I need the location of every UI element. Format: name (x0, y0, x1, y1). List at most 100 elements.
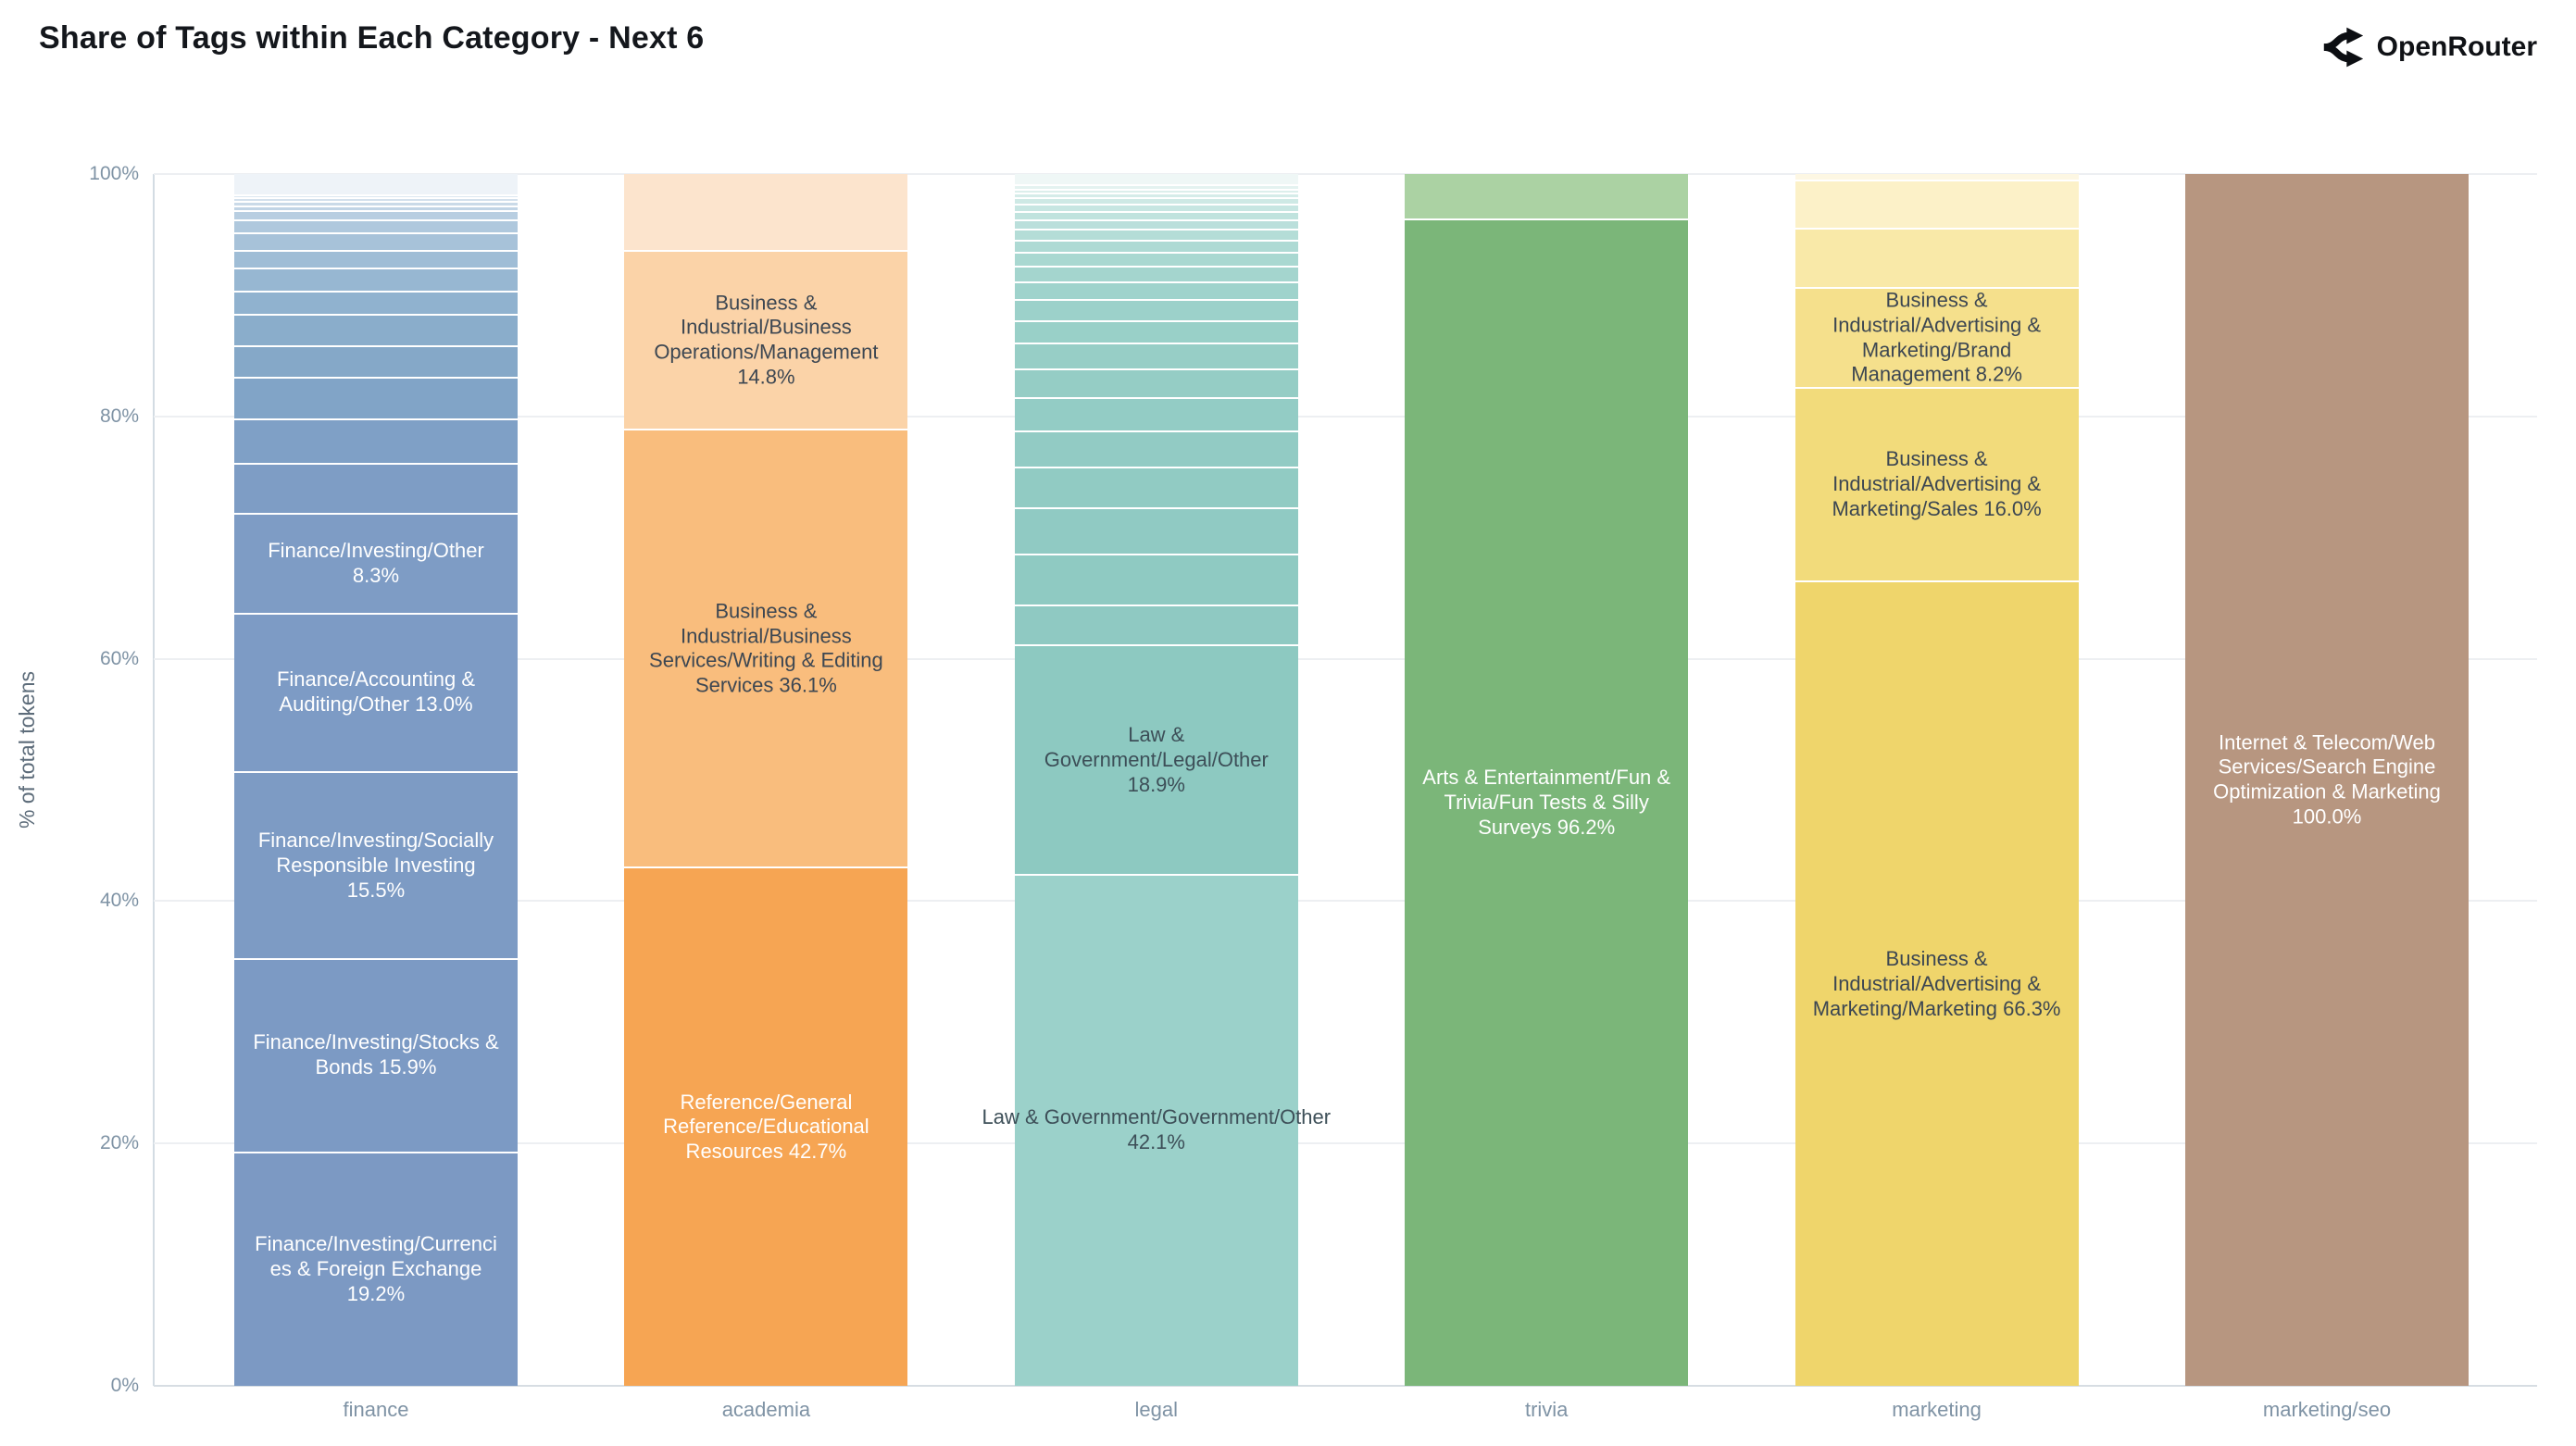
bar-segment-unlabeled[interactable] (1014, 509, 1298, 556)
bar-segment[interactable]: Law & Government/Government/Other 42.1% (982, 875, 1331, 1386)
bar-segment-unlabeled[interactable] (1014, 231, 1298, 243)
bar-segment-unlabeled[interactable] (1014, 174, 1298, 187)
x-category-label-trivia: trivia (1524, 1398, 1569, 1421)
bar-segment-unlabeled[interactable] (1014, 431, 1298, 468)
bar-segment-unlabeled[interactable] (1014, 301, 1298, 322)
bar-segment-unlabeled[interactable] (1014, 206, 1298, 213)
y-tick-label: 0% (110, 1375, 139, 1396)
bar-finance: Finance/Investing/Other 8.3% Finance/Acco… (234, 174, 518, 1386)
bar-segment-unlabeled[interactable] (234, 234, 518, 252)
bar-segment-unlabeled[interactable] (1014, 369, 1298, 400)
bar-segment-unlabeled[interactable] (234, 379, 518, 420)
segment-label: Finance/Investing/Stocks & Bonds 15.9% (253, 1030, 499, 1079)
bar-segment-unlabeled[interactable] (234, 347, 518, 380)
bar-marketing: Business & Industrial/Advertising & Mark… (1794, 174, 2079, 1386)
segment-label: Finance/Investing/Currencies & Foreign E… (255, 1231, 497, 1305)
gridline-0 (154, 1385, 2537, 1387)
bar-segment-unlabeled[interactable] (234, 174, 518, 196)
y-tick-label: 100% (89, 163, 139, 184)
bar-segment-unlabeled[interactable] (1014, 190, 1298, 195)
y-tick-label: 60% (99, 647, 139, 669)
bar-segment-unlabeled[interactable] (1014, 399, 1298, 432)
bar-segment-unlabeled[interactable] (624, 174, 908, 252)
bar-segment-unlabeled[interactable] (1014, 606, 1298, 647)
bar-segment-unlabeled[interactable] (1014, 186, 1298, 191)
y-tick-label: 20% (99, 1132, 139, 1154)
x-category-label-academia: academia (721, 1398, 811, 1421)
bar-segment-unlabeled[interactable] (234, 316, 518, 348)
bar-segment-unlabeled[interactable] (1014, 242, 1298, 255)
x-category-label-legal: legal (1134, 1398, 1179, 1421)
bar-segment-unlabeled[interactable] (234, 195, 518, 200)
bar-segment-unlabeled[interactable] (234, 221, 518, 235)
bar-segment[interactable]: Business & Industrial/Business Services/… (624, 430, 908, 869)
segment-label: Finance/Accounting & Auditing/Other 13.0… (276, 667, 476, 717)
segment-label: Business & Industrial/Advertising & Mark… (1812, 946, 2061, 1020)
segment-label: Business & Industrial/Business Services/… (649, 599, 883, 697)
bar-segment-unlabeled[interactable] (234, 212, 518, 222)
y-axis-title: % of total tokens (15, 670, 39, 829)
bar-segment[interactable]: Business & Industrial/Advertising & Mark… (1794, 388, 2079, 583)
bar-segment-unlabeled[interactable] (1794, 181, 2079, 231)
y-tick-label: 80% (99, 405, 139, 427)
bar-segment-unlabeled[interactable] (1794, 230, 2079, 290)
bar-marketing/seo: Internet & Telecom/Web Services/Search E… (2185, 174, 2469, 1386)
bar-segment-unlabeled[interactable] (1014, 212, 1298, 221)
bar-segment-unlabeled[interactable] (1014, 267, 1298, 283)
bar-segment[interactable]: Finance/Investing/Other 8.3% (234, 514, 518, 616)
bar-segment-unlabeled[interactable] (1014, 344, 1298, 370)
bar-trivia: Arts & Entertainment/Fun & Trivia/Fun Te… (1405, 174, 1689, 1386)
segment-label: Finance/Investing/Socially Responsible I… (257, 828, 494, 902)
x-category-label-finance: finance (343, 1398, 409, 1421)
bar-segment-unlabeled[interactable] (1014, 555, 1298, 607)
x-category-label-marketing/seo: marketing/seo (2262, 1398, 2392, 1421)
openrouter-icon (2321, 26, 2364, 69)
bar-segment[interactable]: Reference/General Reference/Educational … (624, 868, 908, 1386)
x-category-label-marketing: marketing (1892, 1398, 1982, 1421)
bar-segment[interactable]: Business & Industrial/Advertising & Mark… (1794, 288, 2079, 389)
bar-segment[interactable]: Finance/Accounting & Auditing/Other 13.0… (234, 615, 518, 773)
gridline-80 (154, 415, 2537, 418)
bar-segment[interactable]: Internet & Telecom/Web Services/Search E… (2185, 174, 2469, 1386)
segment-label: Law & Government/Legal/Other 18.9% (1044, 722, 1269, 796)
gridline-40 (154, 900, 2537, 903)
bar-segment-unlabeled[interactable] (234, 199, 518, 204)
bar-segment[interactable]: Finance/Investing/Stocks & Bonds 15.9% (234, 960, 518, 1153)
stacked-bar-chart: Finance/Investing/Other 8.3% Finance/Acco… (154, 173, 2537, 1387)
bar-segment-unlabeled[interactable] (1014, 254, 1298, 268)
bar-segment[interactable]: Finance/Investing/Currencies & Foreign E… (234, 1153, 518, 1386)
bar-segment-unlabeled[interactable] (1014, 194, 1298, 200)
bar-segment-unlabeled[interactable] (234, 419, 518, 466)
bar-segment-unlabeled[interactable] (1014, 467, 1298, 510)
segment-label: Finance/Investing/Other 8.3% (268, 539, 484, 588)
bar-legal: Law & Government/Legal/Other 18.9% Law & … (982, 174, 1331, 1386)
bar-segment[interactable]: Business & Industrial/Advertising & Mark… (1794, 582, 2079, 1386)
segment-label: Arts & Entertainment/Fun & Trivia/Fun Te… (1422, 766, 1671, 839)
bar-academia: Business & Industrial/Business Operation… (624, 174, 908, 1386)
segment-label: Internet & Telecom/Web Services/Search E… (2213, 729, 2441, 829)
segment-label: Business & Industrial/Advertising & Mark… (1832, 288, 2042, 386)
bar-segment-unlabeled[interactable] (1014, 282, 1298, 302)
bar-segment-unlabeled[interactable] (234, 203, 518, 207)
bar-segment-unlabeled[interactable] (1014, 321, 1298, 345)
segment-label: Business & Industrial/Advertising & Mark… (1832, 447, 2042, 520)
bar-segment-unlabeled[interactable] (234, 293, 518, 317)
bar-segment-unlabeled[interactable] (234, 251, 518, 270)
gridline-100 (154, 173, 2537, 175)
bar-segment-unlabeled[interactable] (1014, 221, 1298, 231)
bar-segment-unlabeled[interactable] (1405, 174, 1689, 220)
gridline-60 (154, 657, 2537, 660)
bar-segment-unlabeled[interactable] (234, 269, 518, 293)
gridline-20 (154, 1142, 2537, 1145)
bar-segment[interactable]: Finance/Investing/Socially Responsible I… (234, 772, 518, 961)
bar-segment[interactable]: Business & Industrial/Business Operation… (624, 251, 908, 431)
bar-segment[interactable]: Law & Government/Legal/Other 18.9% (1014, 646, 1298, 876)
y-axis-line (153, 174, 155, 1386)
bar-segment-unlabeled[interactable] (1014, 199, 1298, 206)
segment-label: Business & Industrial/Business Operation… (654, 290, 879, 389)
bar-segment-unlabeled[interactable] (234, 465, 518, 515)
bar-segment[interactable]: Arts & Entertainment/Fun & Trivia/Fun Te… (1405, 219, 1689, 1386)
openrouter-logo: OpenRouter (2321, 26, 2537, 69)
bar-segment-unlabeled[interactable] (1794, 174, 2079, 181)
bar-segment-unlabeled[interactable] (234, 206, 518, 213)
